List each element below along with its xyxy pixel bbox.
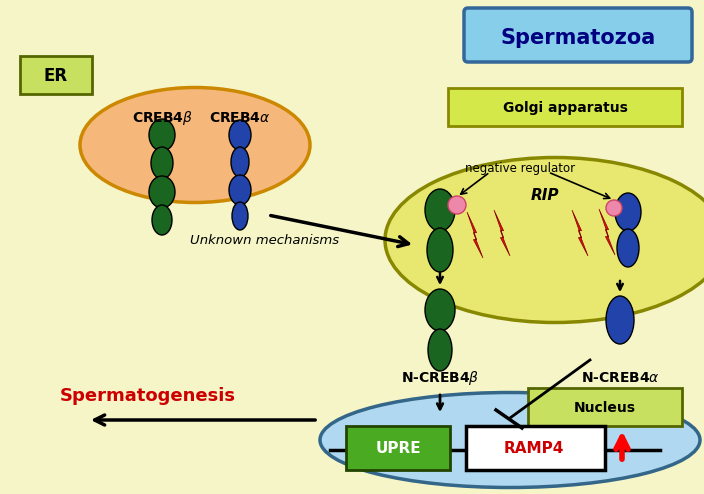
Ellipse shape (425, 289, 455, 331)
Text: Spermatozoa: Spermatozoa (501, 28, 655, 48)
FancyBboxPatch shape (528, 388, 682, 426)
Ellipse shape (229, 120, 251, 150)
Polygon shape (467, 212, 483, 258)
FancyBboxPatch shape (448, 88, 682, 126)
Text: Golgi apparatus: Golgi apparatus (503, 101, 627, 115)
Ellipse shape (151, 147, 173, 179)
Ellipse shape (448, 196, 466, 214)
Text: UPRE: UPRE (375, 441, 421, 455)
Polygon shape (494, 210, 510, 256)
Ellipse shape (606, 296, 634, 344)
Polygon shape (599, 209, 615, 255)
Text: N-CREB4$\alpha$: N-CREB4$\alpha$ (581, 371, 660, 385)
Text: CREB4$\alpha$: CREB4$\alpha$ (209, 111, 271, 125)
Ellipse shape (427, 228, 453, 272)
Ellipse shape (606, 200, 622, 216)
Text: Spermatogenesis: Spermatogenesis (60, 387, 236, 405)
Text: Nucleus: Nucleus (574, 401, 636, 415)
Ellipse shape (320, 393, 700, 488)
Text: RIP: RIP (531, 188, 559, 203)
Text: CREB4$\beta$: CREB4$\beta$ (132, 109, 192, 127)
Text: N-CREB4$\beta$: N-CREB4$\beta$ (401, 369, 479, 387)
FancyBboxPatch shape (20, 56, 92, 94)
Ellipse shape (385, 158, 704, 323)
Ellipse shape (80, 87, 310, 203)
Ellipse shape (152, 205, 172, 235)
FancyBboxPatch shape (466, 426, 605, 470)
Ellipse shape (231, 147, 249, 177)
Ellipse shape (149, 176, 175, 208)
Text: negative regulator: negative regulator (465, 162, 575, 174)
Polygon shape (572, 210, 588, 256)
Text: Unknown mechanisms: Unknown mechanisms (191, 234, 339, 247)
Ellipse shape (425, 189, 455, 231)
Ellipse shape (232, 202, 248, 230)
Ellipse shape (617, 229, 639, 267)
FancyBboxPatch shape (346, 426, 450, 470)
FancyBboxPatch shape (464, 8, 692, 62)
Ellipse shape (149, 119, 175, 151)
Ellipse shape (428, 329, 452, 371)
Ellipse shape (615, 193, 641, 231)
Text: RAMP4: RAMP4 (504, 441, 564, 455)
Text: ER: ER (44, 67, 68, 85)
Ellipse shape (229, 175, 251, 205)
